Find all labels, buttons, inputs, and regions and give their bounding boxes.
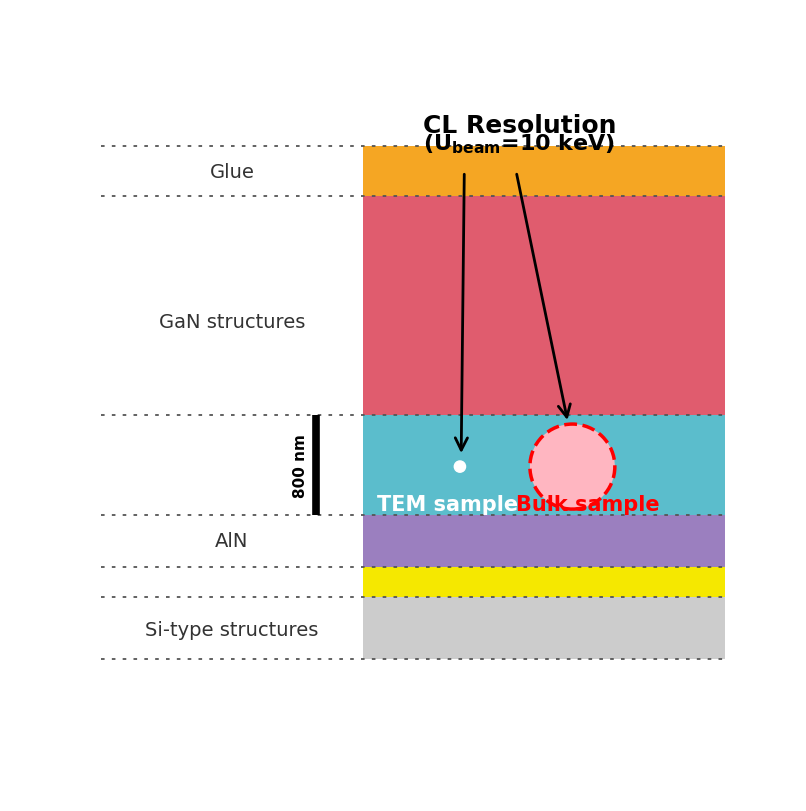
Bar: [363, 148, 725, 197]
Text: AlN: AlN: [215, 532, 248, 551]
Text: GaN structures: GaN structures: [159, 313, 305, 332]
Bar: [363, 597, 725, 659]
Text: Glue: Glue: [210, 163, 255, 182]
Text: TEM sample: TEM sample: [377, 495, 518, 514]
Text: Bulk sample: Bulk sample: [516, 495, 660, 514]
Bar: [363, 567, 725, 597]
Bar: [363, 516, 725, 567]
Text: Si-type structures: Si-type structures: [145, 620, 318, 639]
Bar: [363, 197, 725, 416]
Bar: [363, 416, 725, 516]
Text: CL Resolution: CL Resolution: [422, 114, 616, 137]
Text: 800 nm: 800 nm: [293, 434, 308, 498]
Circle shape: [530, 424, 615, 509]
Circle shape: [455, 461, 466, 473]
Text: (U$_{\mathbf{beam}}$=10 keV): (U$_{\mathbf{beam}}$=10 keV): [423, 132, 615, 156]
